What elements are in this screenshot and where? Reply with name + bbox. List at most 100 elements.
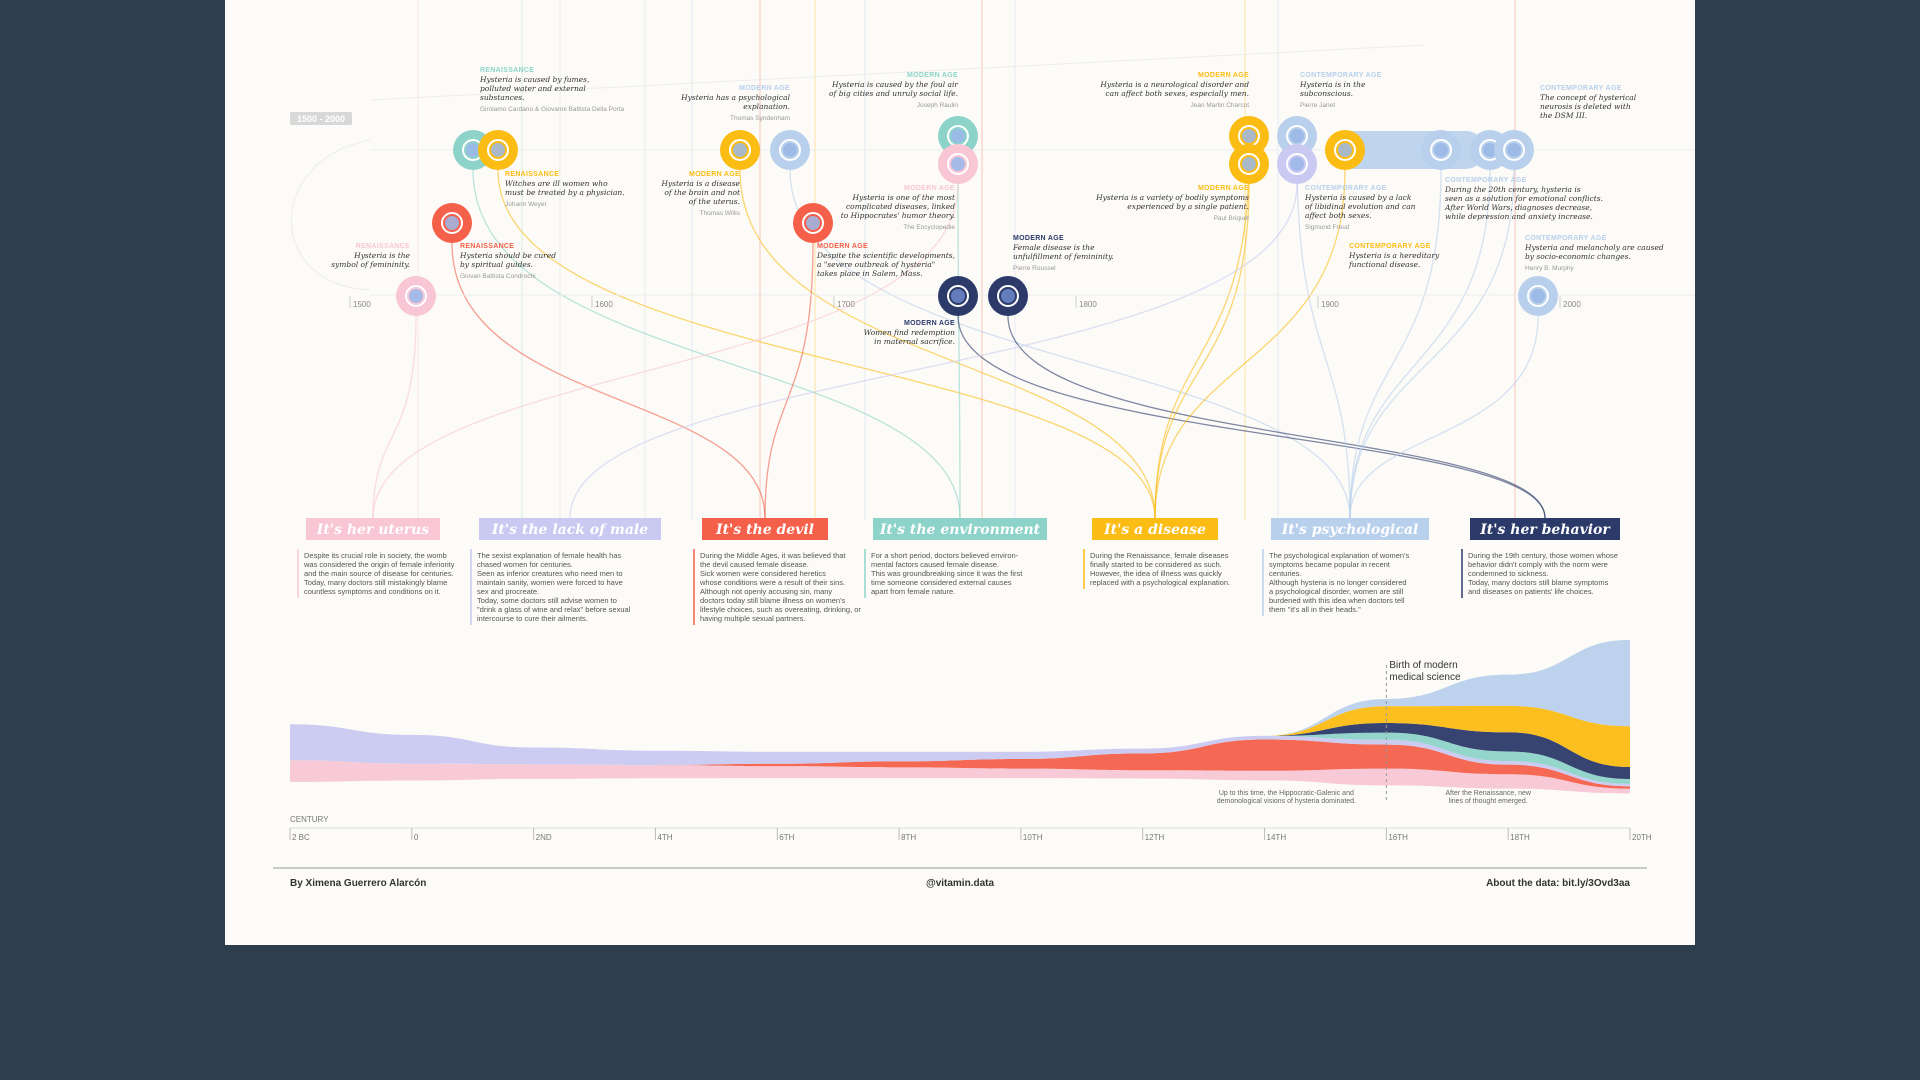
category-desc-line: The psychological explanation of women's (1269, 551, 1410, 560)
annotation-quote: by socio-economic changes. (1525, 252, 1631, 261)
category-label: It's her uterus (316, 522, 430, 538)
category-2: It's the devil During the Middle Ages, it… (693, 518, 861, 625)
bubble-center (806, 216, 820, 230)
footer-handle[interactable]: @vitamin.data (926, 878, 995, 889)
annotation-era: CONTEMPORARY AGE (1305, 185, 1387, 192)
category-desc-line: However, the idea of illness was quickly (1090, 569, 1222, 578)
annotation-quote: of the brain and not (664, 188, 741, 197)
bubble-center (1242, 129, 1256, 143)
category-desc-line: Although hysteria is no longer considere… (1269, 578, 1407, 587)
footer-about[interactable]: About the data: bit.ly/3Ovd3aa (1486, 878, 1630, 889)
category-desc-line: For a short period, doctors believed env… (871, 551, 1019, 560)
annotation-era: CONTEMPORARY AGE (1349, 243, 1431, 250)
stream-tick-label: 20TH (1632, 833, 1652, 842)
timeline-diagonal (369, 44, 1426, 101)
annotation-era: RENAISSANCE (356, 243, 410, 250)
annotation-era: CONTEMPORARY AGE (1525, 235, 1607, 242)
annotation-quote: functional disease. (1348, 260, 1420, 269)
flow-line (1007, 315, 1546, 519)
annotation-quote: Hysteria is the (353, 251, 410, 260)
annotation-era: MODERN AGE (1013, 235, 1064, 242)
flow-line (372, 183, 959, 519)
bubble-center (783, 143, 797, 157)
annotation-quote: After World Wars, diagnoses decrease, (1444, 203, 1592, 212)
bubble-center (1001, 289, 1015, 303)
annotation-era: RENAISSANCE (505, 171, 559, 178)
category-desc-line: them "it's all in their heads." (1269, 605, 1361, 614)
bubble-center (1290, 129, 1304, 143)
bubble-ring (947, 153, 969, 175)
category-4: It's a disease During the Renaissance, fe… (1083, 518, 1230, 589)
flow-line (1296, 155, 1351, 519)
category-desc-line: replaced with a psychological explanatio… (1090, 578, 1230, 587)
bubble-ring (1430, 139, 1452, 161)
bubble-center (1338, 143, 1352, 157)
annotation-quote: complicated diseases, linked (846, 202, 955, 211)
bubble-ring (405, 285, 427, 307)
flow-line (1349, 169, 1491, 519)
annotation-quote: seen as a solution for emotional conflic… (1445, 194, 1603, 203)
category-label: It's psychological (1281, 522, 1419, 538)
flow-line (497, 169, 1156, 519)
annotation-quote: of big cities and unruly social life. (829, 89, 958, 98)
bubble-center (1242, 157, 1256, 171)
category-label-box (1271, 518, 1429, 540)
annotation-era: MODERN AGE (904, 185, 955, 192)
stream-note-right: After the Renaissance, new (1445, 790, 1532, 797)
stream-uterus (290, 760, 1630, 794)
category-desc-line: intercourse to cure their ailments. (477, 614, 588, 623)
annotation-quote: Hysteria and melancholy are caused (1524, 243, 1664, 252)
timeline-tick-label: 1600 (595, 300, 613, 309)
timeline: 1500 - 2000 1500 1600 1700 1800 1900 2000 (290, 44, 1695, 309)
category-desc-line: During the 19th century, those women who… (1468, 551, 1618, 560)
category-desc-line: Despite its crucial role in society, the… (304, 551, 447, 560)
category-label: It's the lack of male (491, 522, 648, 538)
annotation-quote: polluted water and external (480, 84, 586, 93)
annotation-quote: Hysteria is caused by fumes, (479, 75, 589, 84)
stream-note-left: demonological visions of hysteria domina… (1217, 798, 1356, 805)
annotation-quote: Despite the scientific developments, (816, 251, 955, 260)
annotation-quote: a "severe outbreak of hysteria" (817, 260, 935, 269)
annotation-era: MODERN AGE (1198, 185, 1249, 192)
birth-annotation: medical science (1389, 672, 1461, 683)
annotation-author: Thomas Willis (700, 210, 741, 217)
category-0: It's her uterus Despite its crucial role … (297, 518, 455, 598)
bubble-center (445, 216, 459, 230)
category-desc-line: maintain sanity, women were forced to ha… (477, 578, 623, 587)
annotation-era: MODERN AGE (907, 72, 958, 79)
category-desc-line: Seen as inferior creatures who need men … (477, 569, 623, 578)
bubble-center (951, 157, 965, 171)
category-desc-line: chased women for centuries. (477, 560, 573, 569)
annotation-era: MODERN AGE (904, 320, 955, 327)
flow-line (957, 155, 961, 519)
flow-line (472, 169, 961, 519)
annotation-quote: Hysteria has a psychological (680, 93, 791, 102)
category-desc-line: The sexist explanation of female health … (477, 551, 622, 560)
annotation-quote: neurosis is deleted with (1540, 102, 1631, 111)
category-desc-line: symptoms became popular in recent (1269, 560, 1391, 569)
bubble-ring (997, 285, 1019, 307)
annotation-quote: takes place in Salem, Mass. (817, 269, 923, 278)
annotation-era: RENAISSANCE (460, 243, 514, 250)
category-desc-line: During the Middle Ages, it was believed … (700, 551, 846, 560)
bubble-ring (441, 212, 463, 234)
category-desc-line: burdened with this idea when doctors tel… (1269, 596, 1405, 605)
stream-tick-label: 16TH (1388, 833, 1408, 842)
category-desc-line: mental factors caused female disease. (871, 560, 999, 569)
annotation-quote: subconscious. (1300, 89, 1353, 98)
bubble-center (733, 143, 747, 157)
stream-note-right: lines of thought emerged. (1449, 798, 1528, 805)
annotation-quote: Hysteria is caused by a lack (1304, 193, 1412, 202)
bubble-center (1434, 143, 1448, 157)
category-desc-line: finally started to be considered as such… (1090, 560, 1222, 569)
annotation-era: CONTEMPORARY AGE (1445, 177, 1527, 184)
